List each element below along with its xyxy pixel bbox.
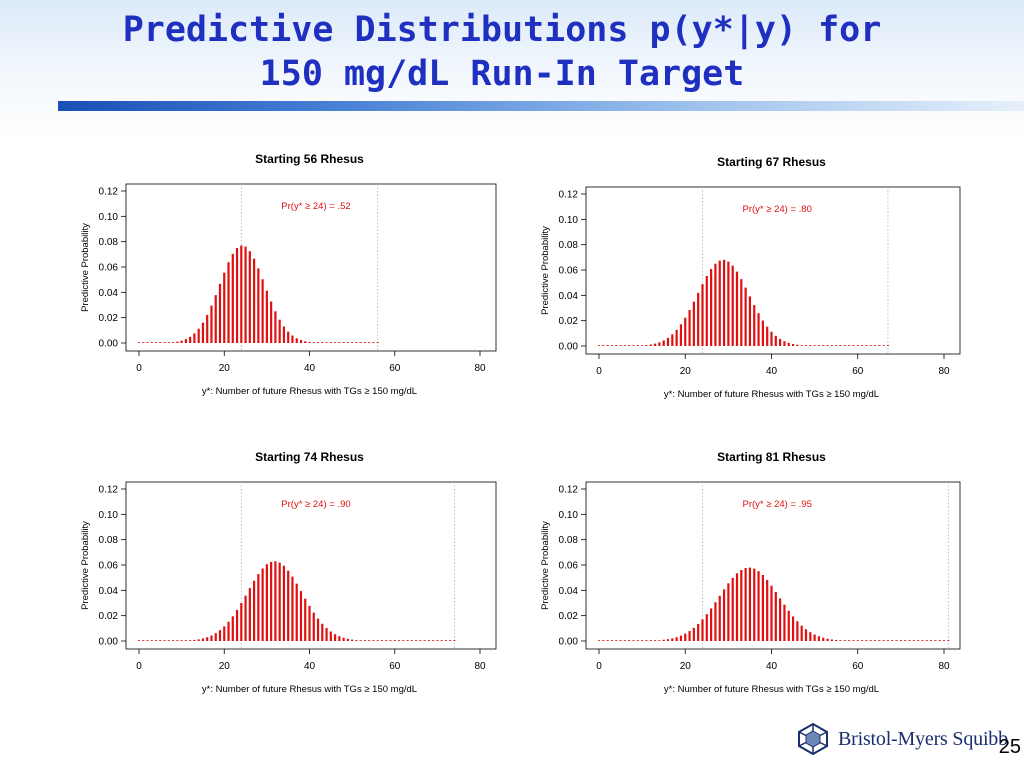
plot-frame — [125, 481, 497, 650]
x-tick-label: 80 — [938, 366, 950, 377]
y-tick-label: 0.12 — [559, 485, 579, 496]
y-tick-label: 0.06 — [99, 263, 119, 274]
x-tick-label: 80 — [474, 661, 486, 672]
chart-starting-67: Starting 67 Rhesus 0.00 0.02 0.04 0.06 0.08 0.… — [540, 155, 961, 400]
chart-starting-74: Starting 74 Rhesus 0.00 0.02 0.04 0.06 0.08 0.… — [80, 450, 497, 695]
x-tick-label: 40 — [304, 661, 316, 672]
x-tick-label: 0 — [136, 363, 142, 374]
y-tick-label: 0.00 — [99, 339, 119, 350]
x-tick-label: 60 — [389, 363, 401, 374]
chart-title: Starting 81 Rhesus — [717, 450, 826, 464]
x-tick-label: 0 — [136, 661, 142, 672]
y-tick-label: 0.10 — [99, 212, 119, 223]
title-divider — [58, 101, 1024, 111]
x-tick-label: 20 — [680, 366, 692, 377]
y-tick-label: 0.10 — [99, 510, 119, 521]
y-tick-label: 0.06 — [559, 266, 579, 277]
x-tick-label: 0 — [596, 366, 602, 377]
y-tick-label: 0.04 — [559, 291, 579, 302]
x-tick-label: 80 — [938, 661, 950, 672]
y-tick-label: 0.02 — [99, 611, 119, 622]
x-tick-label: 60 — [852, 661, 864, 672]
plot-frame — [125, 183, 497, 352]
y-tick-label: 0.00 — [99, 637, 119, 648]
probability-annotation: Pr(y* ≥ 24) = .95 — [743, 499, 812, 510]
x-tick-label: 0 — [596, 661, 602, 672]
y-axis-title: Predictive Probability — [80, 521, 91, 610]
y-tick-label: 0.08 — [559, 240, 579, 251]
x-tick-label: 40 — [766, 661, 778, 672]
y-tick-label: 0.00 — [559, 637, 579, 648]
x-tick-label: 60 — [852, 366, 864, 377]
y-tick-label: 0.08 — [559, 535, 579, 546]
chart-title: Starting 67 Rhesus — [717, 155, 826, 169]
y-axis-title: Predictive Probability — [80, 223, 91, 312]
x-tick-label: 80 — [474, 363, 486, 374]
plot-frame — [585, 481, 961, 650]
y-tick-label: 0.02 — [559, 611, 579, 622]
x-tick-label: 20 — [219, 363, 231, 374]
y-tick-label: 0.04 — [99, 586, 119, 597]
plot-frame — [585, 186, 961, 355]
slide-title-line-2: 150 mg/dL Run-In Target — [259, 54, 745, 94]
y-tick-label: 0.06 — [559, 561, 579, 572]
y-tick-label: 0.04 — [559, 586, 579, 597]
probability-annotation: Pr(y* ≥ 24) = .80 — [743, 204, 812, 215]
y-tick-label: 0.06 — [99, 561, 119, 572]
y-tick-label: 0.02 — [99, 313, 119, 324]
y-tick-label: 0.10 — [559, 510, 579, 521]
chart-title: Starting 74 Rhesus — [255, 450, 364, 464]
x-axis-title: y*: Number of future Rhesus with TGs ≥ 1… — [202, 386, 417, 397]
y-tick-label: 0.12 — [99, 485, 119, 496]
bms-logo-icon — [798, 723, 828, 755]
page-number: 25 — [998, 736, 1021, 758]
chart-starting-81: Starting 81 Rhesus 0.00 0.02 0.04 0.06 0.08 0.… — [540, 450, 961, 695]
y-tick-label: 0.08 — [99, 237, 119, 248]
probability-annotation: Pr(y* ≥ 24) = .52 — [281, 201, 350, 212]
x-axis-title: y*: Number of future Rhesus with TGs ≥ 1… — [202, 684, 417, 695]
y-axis-title: Predictive Probability — [540, 521, 551, 610]
x-tick-label: 40 — [766, 366, 778, 377]
x-axis-title: y*: Number of future Rhesus with TGs ≥ 1… — [664, 389, 879, 400]
x-tick-label: 60 — [389, 661, 401, 672]
y-tick-label: 0.12 — [559, 190, 579, 201]
x-tick-label: 40 — [304, 363, 316, 374]
slide-title: Predictive Distributions p(y*|y) for 150… — [60, 8, 944, 96]
x-axis-title: y*: Number of future Rhesus with TGs ≥ 1… — [664, 684, 879, 695]
company-logo: Bristol-Myers Squibb — [796, 723, 1008, 755]
chart-title: Starting 56 Rhesus — [255, 152, 364, 166]
y-tick-label: 0.12 — [99, 187, 119, 198]
chart-starting-56: Starting 56 Rhesus 0.00 0.02 0.04 0.06 0.08 0.… — [80, 152, 497, 397]
y-axis-title: Predictive Probability — [540, 226, 551, 315]
x-tick-label: 20 — [219, 661, 231, 672]
y-tick-label: 0.10 — [559, 215, 579, 226]
logo-text: Bristol-Myers Squibb — [838, 727, 1008, 750]
y-tick-label: 0.02 — [559, 316, 579, 327]
x-tick-label: 20 — [680, 661, 692, 672]
y-tick-label: 0.04 — [99, 288, 119, 299]
y-tick-label: 0.00 — [559, 342, 579, 353]
y-tick-label: 0.08 — [99, 535, 119, 546]
slide-title-line-1: Predictive Distributions p(y*|y) for — [122, 10, 882, 50]
probability-annotation: Pr(y* ≥ 24) = .90 — [281, 499, 350, 510]
